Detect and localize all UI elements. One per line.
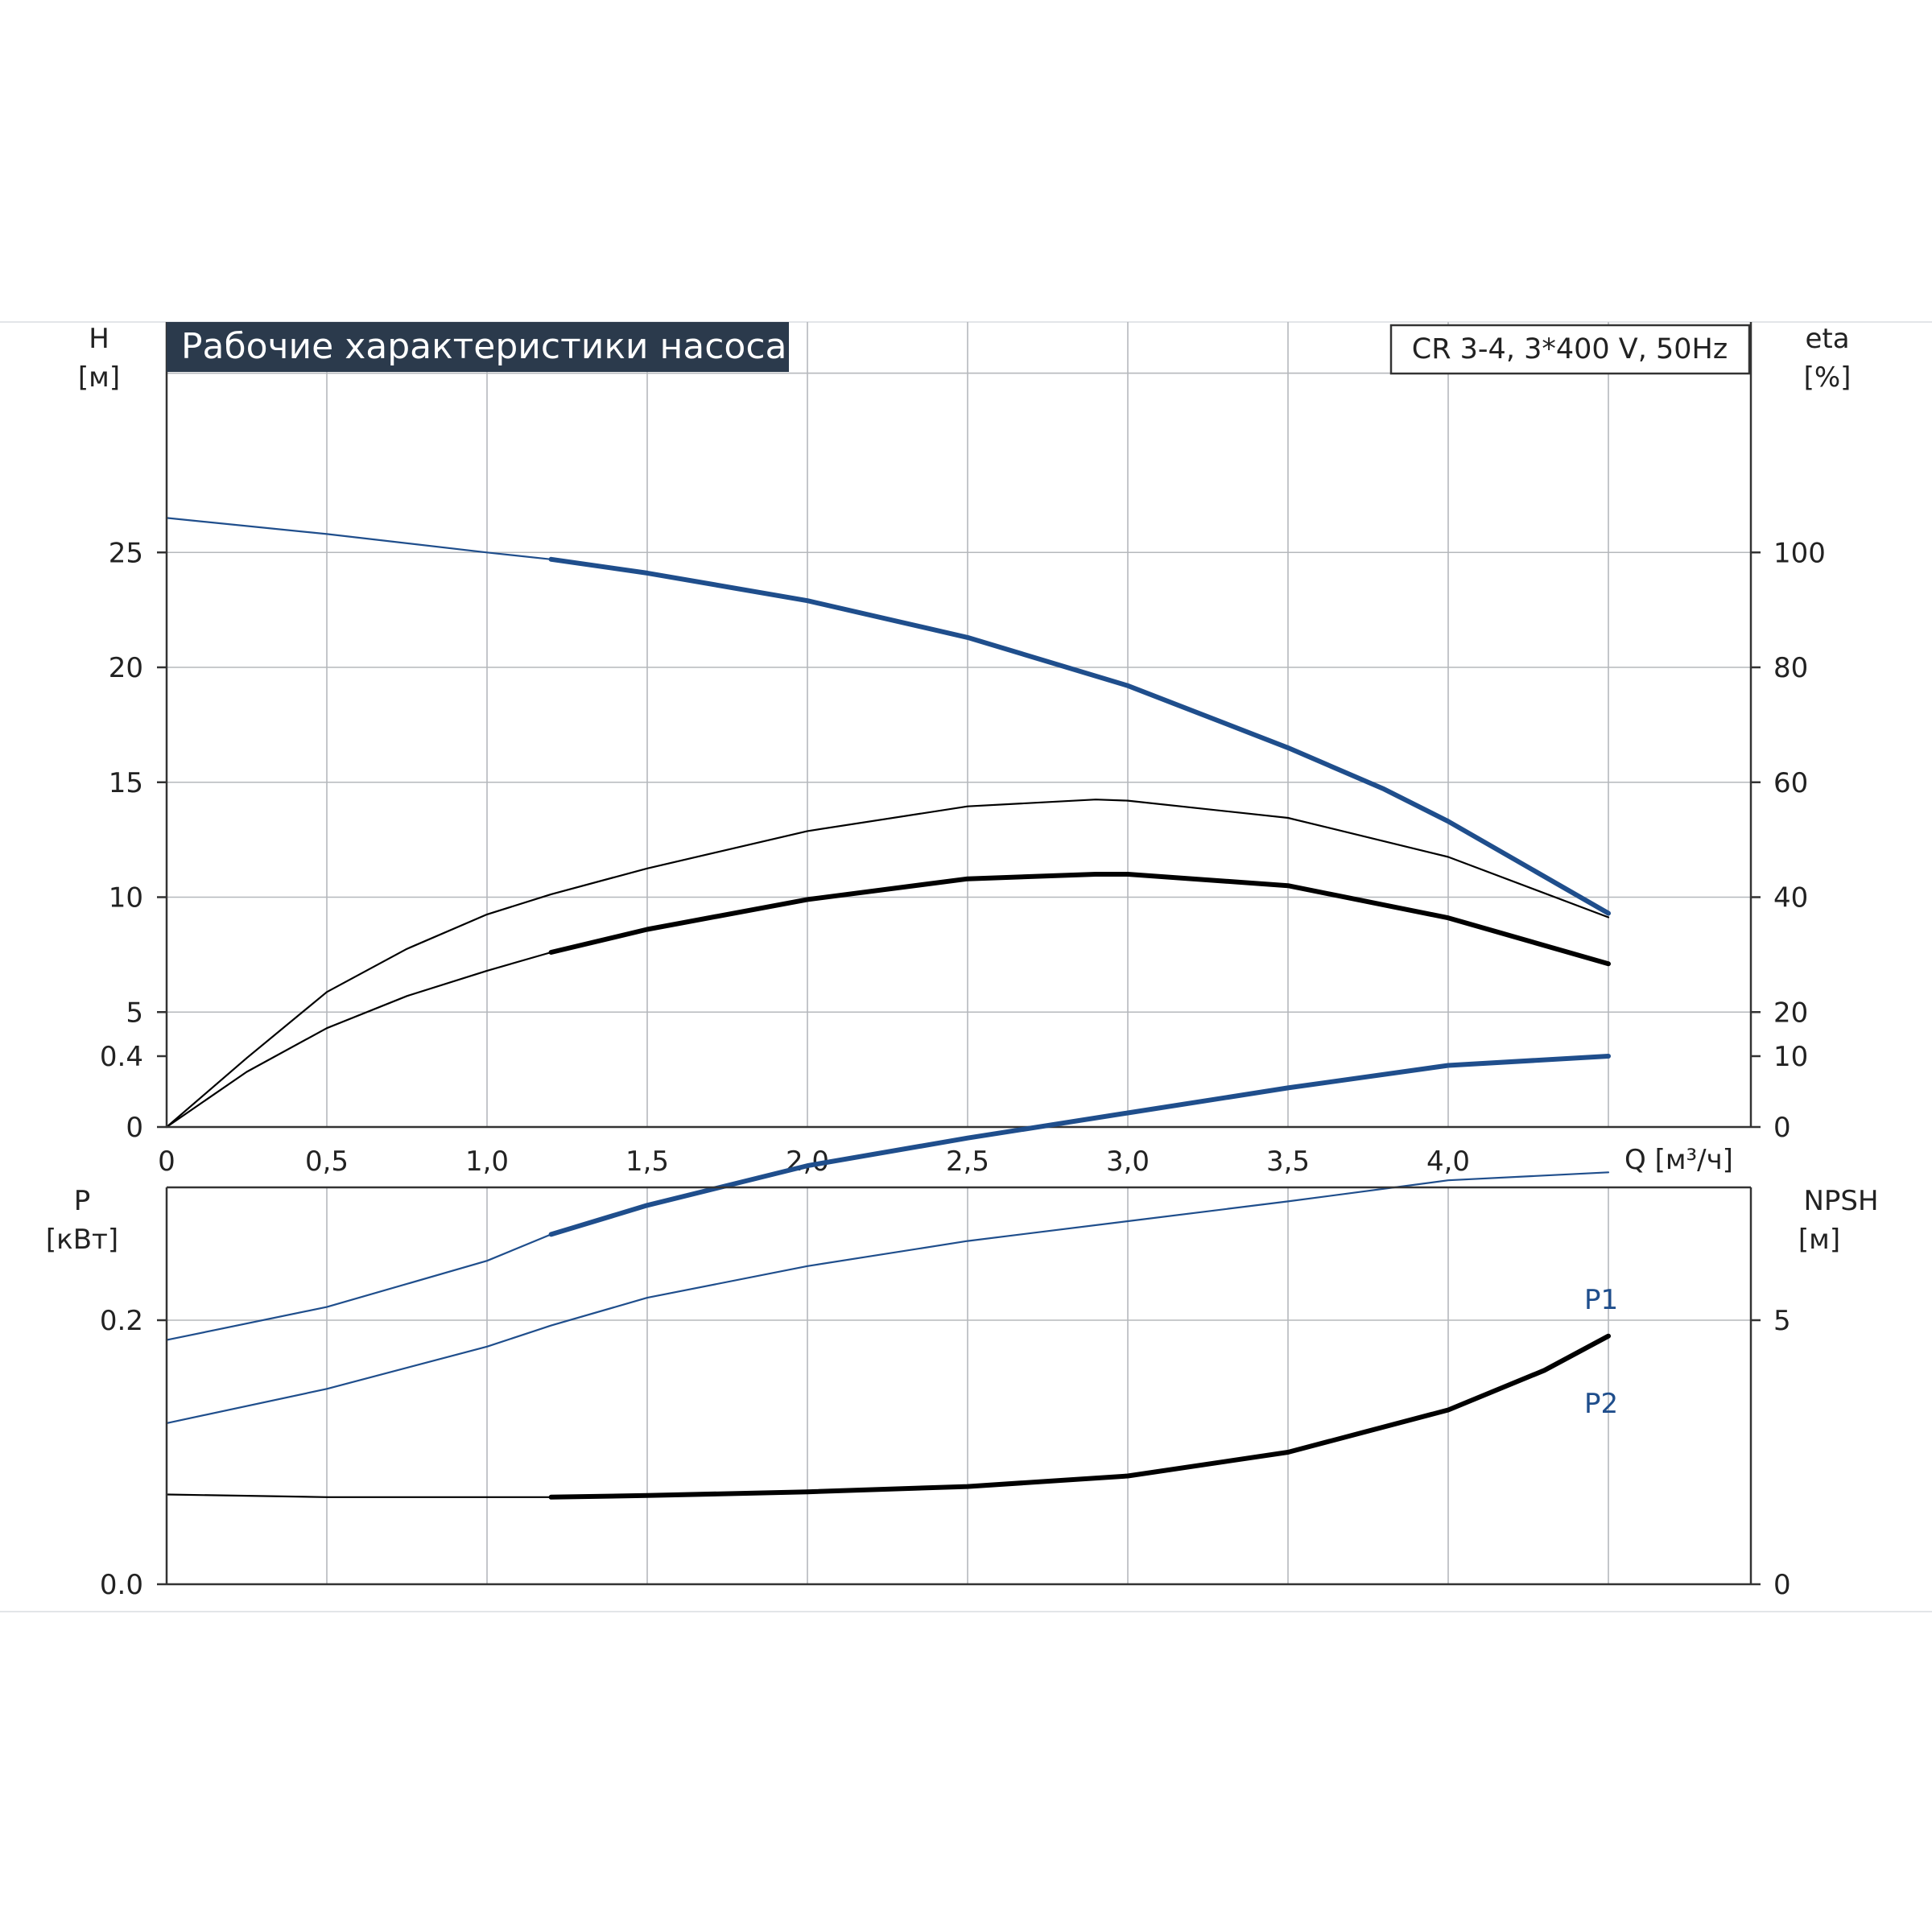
y-left-tick-label: 0	[126, 1112, 143, 1144]
x-tick-label: 0	[158, 1146, 175, 1178]
top-x-tick-labels: 0 0,5 1,0 1,5 2,0 2,5 3,0 3,5 4,0	[158, 1146, 1470, 1178]
x-tick-label: 3,0	[1106, 1146, 1150, 1178]
y-left-tick-label: 20	[109, 652, 143, 684]
x-tick-label: 4,0	[1426, 1146, 1470, 1178]
y-left-unit-kw: [кВт]	[46, 1224, 118, 1256]
power-curve-p1-operating-range	[548, 1054, 1611, 1237]
y-left-label-h: H	[89, 323, 109, 355]
chart-title: Рабочие характеристики насоса	[181, 326, 786, 367]
x-tick-label: 1,0	[465, 1146, 509, 1178]
top-panel-frame	[157, 322, 1761, 1129]
y-left-tick-label: 15	[109, 767, 143, 799]
series-label-p2: P2	[1584, 1388, 1618, 1420]
y-left-tick-label: 25	[109, 537, 143, 569]
y-left-unit-m: [м]	[78, 361, 120, 394]
power-curve-p1-line	[165, 1055, 1610, 1341]
top-panel-series	[165, 517, 1611, 1129]
y-right-unit-percent: [%]	[1804, 361, 1852, 394]
y-left-tick-label: 0.4	[100, 1041, 143, 1073]
y-right-tick-label: 40	[1773, 882, 1808, 914]
model-label-box	[1389, 324, 1751, 375]
y-right-label-eta: eta	[1805, 323, 1849, 355]
x-tick-label: 2,5	[946, 1146, 989, 1178]
y-right-tick-label: 10	[1773, 1041, 1808, 1073]
x-axis-label-q: Q [м³/ч]	[1624, 1144, 1733, 1176]
power-curve-p2-line	[165, 1171, 1610, 1424]
y-right-tick-label: 100	[1773, 537, 1826, 569]
y-left-tick-label: 10	[109, 882, 143, 914]
bottom-panel-series	[165, 1054, 1611, 1500]
npsh-curve-operating-range	[548, 1333, 1611, 1500]
bottom-y-right-tick-labels: 0 5 10	[1773, 1041, 1808, 1601]
head-curve-secondary-operating-range	[548, 872, 1611, 967]
head-curve-secondary-line	[165, 873, 1610, 1129]
bottom-panel-grid	[167, 1187, 1751, 1584]
model-label: CR 3-4, 3*400 V, 50Hz	[1412, 333, 1728, 365]
top-y-left-tick-labels: 0 5 10 15 20 25	[109, 537, 143, 1144]
y-right-tick-label: 0	[1773, 1112, 1791, 1144]
x-tick-label: 3,5	[1266, 1146, 1310, 1178]
head-curve-h-operating-range	[548, 556, 1611, 916]
top-panel-grid	[167, 322, 1751, 1127]
npsh-curve-line	[165, 1335, 1610, 1498]
y-left-tick-label: 5	[126, 997, 143, 1029]
top-y-right-tick-labels: 0 20 40 60 80 100	[1773, 537, 1826, 1144]
chart-title-box	[167, 322, 789, 372]
y-right-tick-label: 5	[1773, 1305, 1791, 1337]
y-left-label-p: P	[74, 1185, 91, 1217]
bottom-y-left-tick-labels: 0.0 0.2 0.4	[100, 1041, 143, 1601]
y-right-unit-m: [м]	[1798, 1224, 1840, 1256]
y-right-tick-label: 20	[1773, 997, 1808, 1029]
y-right-tick-label: 60	[1773, 767, 1808, 799]
series-label-p1: P1	[1584, 1284, 1618, 1316]
y-right-tick-label: 80	[1773, 652, 1808, 684]
bottom-panel-frame	[157, 1055, 1761, 1586]
y-right-label-npsh: NPSH	[1803, 1185, 1878, 1217]
x-tick-label: 0,5	[305, 1146, 349, 1178]
y-right-tick-label: 0	[1773, 1569, 1791, 1601]
efficiency-curve-eta-line	[165, 799, 1610, 1129]
x-tick-label: 1,5	[625, 1146, 669, 1178]
head-curve-h-line	[165, 517, 1610, 914]
y-left-tick-label: 0.0	[100, 1569, 143, 1601]
y-left-tick-label: 0.2	[100, 1305, 143, 1337]
